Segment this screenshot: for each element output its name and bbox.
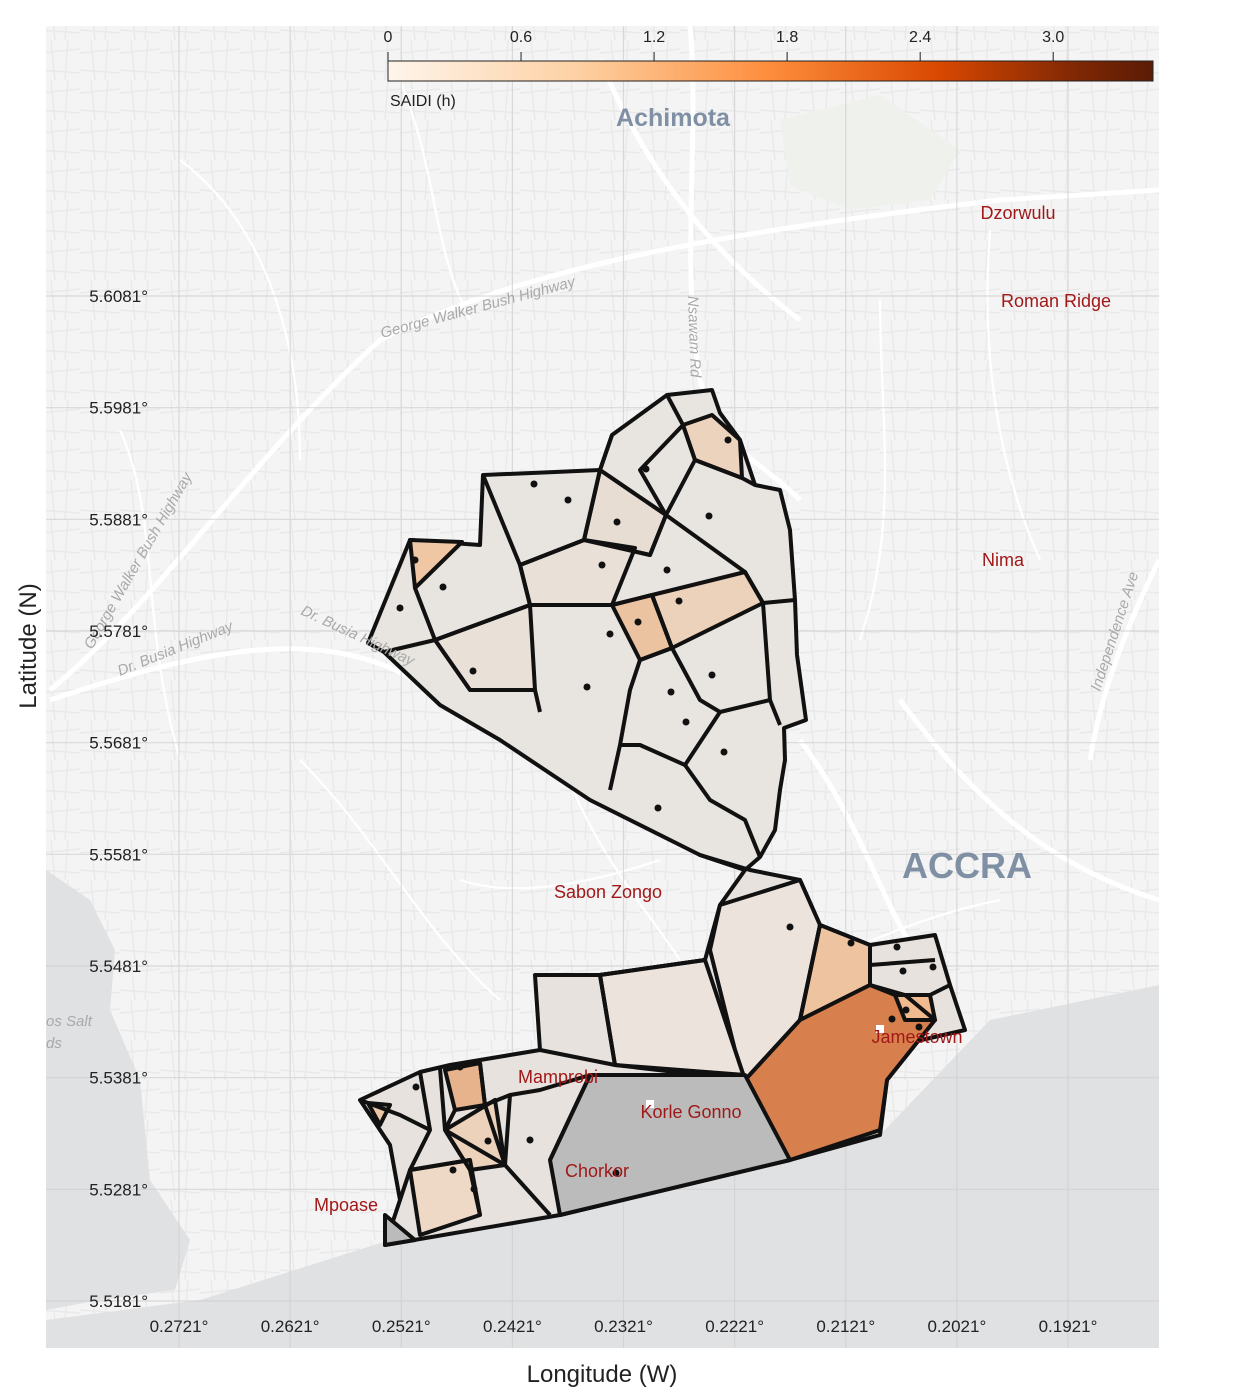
substation-dot — [663, 566, 671, 574]
x-tick-label: 0.2421° — [483, 1317, 542, 1336]
place-label: ACCRA — [902, 845, 1032, 886]
y-axis-title: Latitude (N) — [15, 583, 42, 708]
substation-dot — [606, 630, 614, 638]
substation-dot — [411, 556, 419, 564]
y-tick-label: 5.5981° — [89, 399, 148, 418]
substation-dot — [456, 1063, 464, 1071]
x-tick-label: 0.2121° — [816, 1317, 875, 1336]
colorbar-tick-label: 3.0 — [1042, 29, 1064, 46]
substation-dot — [530, 480, 538, 488]
feeder-polygon — [383, 1213, 417, 1247]
place-label: Nima — [982, 550, 1025, 570]
substation-dot — [613, 518, 621, 526]
x-tick-label: 0.2221° — [705, 1317, 764, 1336]
place-label: Achimota — [616, 104, 731, 132]
substation-dot — [564, 496, 572, 504]
map-text-fragment: os Salt — [46, 1013, 93, 1030]
place-label: Mpoase — [314, 1195, 378, 1215]
colorbar-tick-label: 1.2 — [643, 29, 665, 46]
substation-dot — [667, 688, 675, 696]
place-label: Chorkor — [565, 1161, 629, 1181]
map-text-fragment: ds — [46, 1035, 62, 1052]
substation-dot — [899, 967, 907, 975]
substation-dot — [929, 963, 937, 971]
substation-dot — [642, 465, 650, 473]
substation-dot — [675, 597, 683, 605]
sea — [46, 985, 1159, 1348]
lagoon — [46, 870, 190, 1310]
y-tick-label: 5.5881° — [89, 510, 148, 529]
place-label: Korle Gonno — [640, 1102, 741, 1122]
colorbar-tick-label: 1.8 — [776, 29, 798, 46]
substation-dot — [526, 1136, 534, 1144]
colorbar-tick-label: 2.4 — [909, 29, 931, 46]
x-tick-label: 0.2321° — [594, 1317, 653, 1336]
substation-dot — [847, 939, 855, 947]
substation-dot — [412, 1083, 420, 1091]
substation-dot — [583, 683, 591, 691]
substation-dot — [612, 1169, 620, 1177]
substation-dot — [449, 1166, 457, 1174]
substation-dots — [396, 436, 937, 1193]
colorbar-label: SAIDI (h) — [390, 93, 456, 110]
colorbar-tick-label: 0 — [384, 29, 393, 46]
substation-dot — [915, 1023, 923, 1031]
y-tick-label: 5.5681° — [89, 734, 148, 753]
feeder-boundaries — [359, 394, 951, 1217]
y-tick-label: 5.5581° — [89, 845, 148, 864]
place-label: Dzorwulu — [980, 203, 1055, 223]
road-label: Nsawam Rd — [684, 296, 704, 379]
y-tick-label: 5.5781° — [89, 622, 148, 641]
substation-dot — [484, 1137, 492, 1145]
y-tick-label: 5.5181° — [89, 1292, 148, 1311]
place-label: Jamestown — [871, 1027, 962, 1047]
x-tick-label: 0.1921° — [1039, 1317, 1098, 1336]
x-axis-ticks: 0.2721° 0.2621° 0.2521° 0.2421° 0.2321° 0.222… — [150, 1317, 1098, 1336]
y-tick-label: 5.5281° — [89, 1180, 148, 1199]
substation-dot — [396, 604, 404, 612]
place-label: Mamprobi — [518, 1067, 598, 1087]
substation-dot — [470, 1185, 478, 1193]
substation-dot — [469, 667, 477, 675]
substation-dot — [634, 618, 642, 626]
x-tick-label: 0.2021° — [927, 1317, 986, 1336]
place-label: Roman Ridge — [1001, 291, 1111, 311]
minor-roads — [118, 79, 1042, 1001]
colorbar-tick-label: 0.6 — [510, 29, 532, 46]
colorbar-gradient — [387, 60, 1154, 82]
x-tick-label: 0.2721° — [150, 1317, 209, 1336]
substation-dot — [888, 1015, 896, 1023]
substation-dot — [598, 561, 606, 569]
colorbar: 0 0.6 1.2 1.8 2.4 3.0 SAIDI (h) — [384, 29, 1154, 110]
substation-marker — [646, 1100, 654, 1108]
major-roads — [48, 26, 1159, 962]
substation-dot — [902, 1006, 910, 1014]
substation-dot — [724, 436, 732, 444]
substation-dot — [654, 804, 662, 812]
place-label: Sabon Zongo — [554, 882, 662, 902]
y-axis-ticks: 5.6081° 5.5981° 5.5881° 5.5781° 5.5681° 5.558… — [89, 287, 148, 1311]
substation-dot — [786, 923, 794, 931]
substation-dot — [682, 718, 690, 726]
substation-dot — [708, 671, 716, 679]
park-area — [780, 95, 960, 210]
y-tick-label: 5.6081° — [89, 287, 148, 306]
substation-dot — [720, 748, 728, 756]
substation-dot — [439, 583, 447, 591]
x-tick-label: 0.2621° — [261, 1317, 320, 1336]
y-tick-label: 5.5381° — [89, 1069, 148, 1088]
substation-dot — [705, 512, 713, 520]
substation-marker — [876, 1025, 884, 1033]
x-axis-title: Longitude (W) — [527, 1361, 678, 1388]
substation-dot — [893, 943, 901, 951]
y-tick-label: 5.5481° — [89, 957, 148, 976]
x-tick-label: 0.2521° — [372, 1317, 431, 1336]
